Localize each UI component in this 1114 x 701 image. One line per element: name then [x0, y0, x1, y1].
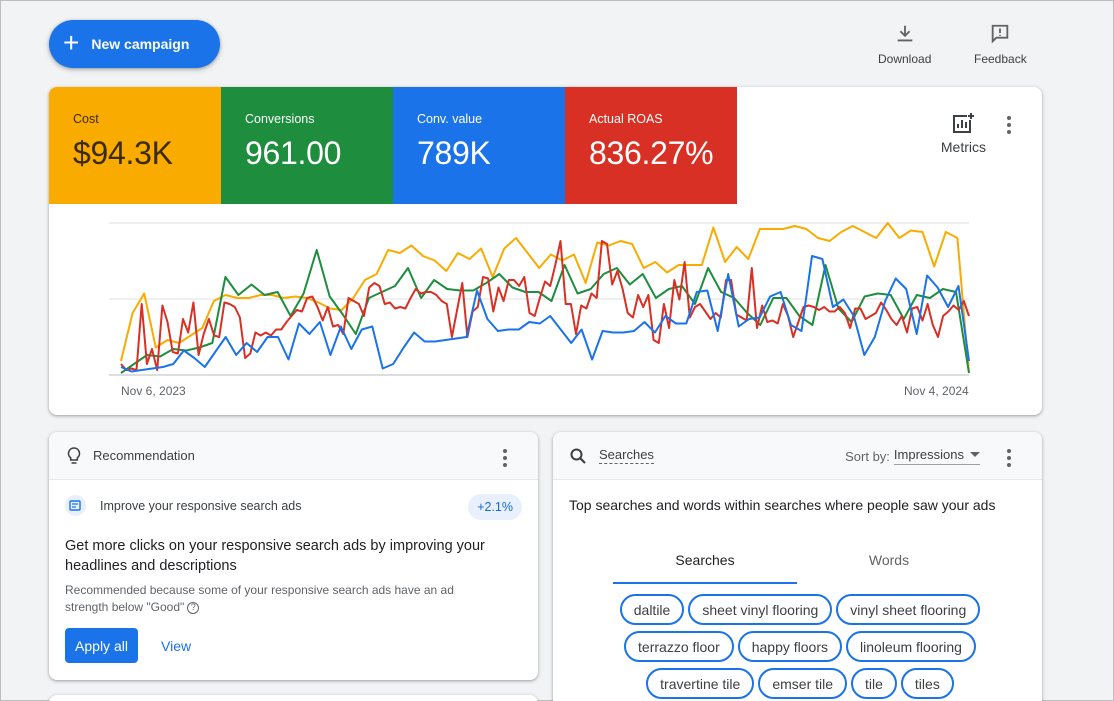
- search-chip[interactable]: linoleum flooring: [846, 631, 976, 662]
- metric-tile-conversions[interactable]: Conversions 961.00: [221, 87, 393, 204]
- series-line-cost: [120, 222, 970, 374]
- feedback-icon: [992, 24, 1009, 44]
- view-link[interactable]: View: [161, 638, 192, 654]
- performance-chart: [109, 222, 970, 376]
- metrics-button[interactable]: Metrics: [941, 111, 986, 155]
- recommendation-header-label: Recommendation: [93, 448, 195, 463]
- metric-tile-cost[interactable]: Cost $94.3K: [49, 87, 221, 204]
- next-card: [49, 695, 538, 701]
- add-chart-icon: [953, 112, 976, 133]
- overview-card: Cost $94.3K Conversions 961.00 Conv. val…: [49, 87, 1042, 415]
- help-icon[interactable]: ?: [187, 601, 200, 614]
- series-line-actual-roas: [120, 240, 970, 371]
- chip-row: daltile sheet vinyl flooring vinyl sheet…: [610, 594, 990, 625]
- chip-row: travertine tile emser tile tile tiles: [610, 668, 990, 699]
- search-chip[interactable]: emser tile: [758, 668, 848, 699]
- ad-edit-icon: [65, 495, 86, 516]
- sort-by-select[interactable]: Impressions: [893, 447, 980, 465]
- series-line-conversions: [120, 249, 970, 374]
- search-chips: daltile sheet vinyl flooring vinyl sheet…: [610, 594, 990, 701]
- metric-tile-conv-value[interactable]: Conv. value 789K: [393, 87, 565, 204]
- new-campaign-button[interactable]: + New campaign: [49, 20, 220, 68]
- search-chip[interactable]: daltile: [619, 594, 685, 625]
- metrics-label: Metrics: [940, 139, 986, 155]
- metric-value: $94.3K: [73, 135, 173, 171]
- searches-description: Top searches and words within searches w…: [569, 497, 996, 513]
- recommendation-subtitle: Improve your responsive search ads: [100, 498, 302, 513]
- metric-value: 961.00: [245, 135, 342, 171]
- sort-by-prefix: Sort by:: [845, 448, 890, 464]
- uplift-badge: +2.1%: [468, 494, 522, 520]
- search-chip[interactable]: tile: [851, 668, 897, 699]
- searches-tabs: Searches Words: [613, 542, 981, 584]
- plus-icon: +: [63, 26, 80, 58]
- new-campaign-label: New campaign: [91, 36, 190, 52]
- recommendation-title: Get more clicks on your responsive searc…: [65, 538, 485, 574]
- search-icon: [570, 448, 586, 464]
- download-button[interactable]: Download: [878, 23, 931, 66]
- metric-label: Cost: [73, 112, 99, 126]
- download-label: Download: [878, 52, 932, 66]
- searches-header: Searches Sort by: Impressions: [553, 432, 1042, 480]
- more-options-icon[interactable]: [1001, 116, 1017, 134]
- search-chip[interactable]: vinyl sheet flooring: [836, 594, 981, 625]
- download-icon: [897, 25, 913, 42]
- sort-by-control: Sort by: Impressions: [845, 447, 980, 465]
- recommendation-header: Recommendation: [49, 432, 538, 480]
- search-chip[interactable]: tiles: [900, 668, 954, 699]
- metric-value: 789K: [417, 135, 491, 171]
- tab-words[interactable]: Words: [868, 552, 910, 568]
- sort-by-value: Impressions: [893, 447, 964, 462]
- dropdown-arrow-icon: [970, 452, 980, 457]
- series-line-conv-value: [120, 255, 970, 373]
- lightbulb-icon: [67, 446, 81, 464]
- searches-header-label[interactable]: Searches: [599, 447, 654, 464]
- tab-searches[interactable]: Searches: [613, 542, 797, 584]
- metric-label: Conversions: [245, 112, 315, 126]
- search-chip[interactable]: sheet vinyl flooring: [688, 594, 833, 625]
- recommendation-description-text: Recommended because some of your respons…: [65, 583, 454, 614]
- apply-all-button[interactable]: Apply all: [65, 628, 138, 663]
- x-tick-label: Nov 4, 2024: [904, 384, 969, 398]
- recommendation-description: Recommended because some of your respons…: [65, 582, 495, 616]
- metric-label: Actual ROAS: [589, 112, 663, 126]
- more-options-icon[interactable]: [1001, 449, 1017, 467]
- search-chip[interactable]: happy floors: [737, 631, 843, 662]
- feedback-label: Feedback: [974, 52, 1027, 66]
- search-chip[interactable]: terrazzo floor: [624, 631, 734, 662]
- x-tick-label: Nov 6, 2023: [121, 384, 186, 398]
- metric-tile-actual-roas[interactable]: Actual ROAS 836.27%: [565, 87, 737, 204]
- more-options-icon[interactable]: [497, 449, 513, 467]
- recommendation-subtitle-row: Improve your responsive search ads: [65, 495, 301, 516]
- searches-card: Searches Sort by: Impressions Top search…: [553, 432, 1042, 701]
- search-chip[interactable]: travertine tile: [646, 668, 755, 699]
- feedback-button[interactable]: Feedback: [974, 23, 1027, 66]
- metric-value: 836.27%: [589, 135, 714, 171]
- metric-label: Conv. value: [417, 112, 483, 126]
- recommendation-card: Recommendation Improve your responsive s…: [49, 432, 538, 680]
- chip-row: terrazzo floor happy floors linoleum flo…: [610, 631, 990, 662]
